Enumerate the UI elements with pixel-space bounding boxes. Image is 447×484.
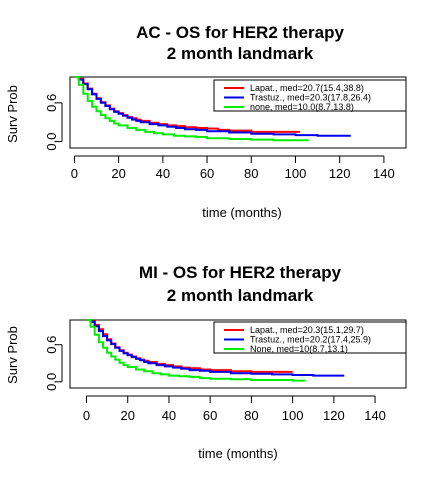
survival-curves [86,319,345,382]
chart-title: AC - OS for HER2 therapy [136,23,344,42]
chart-title: MI - OS for HER2 therapy [139,263,342,282]
legend: Lapat., med=20.3(15.1,29.7)Trastuz., med… [213,321,407,354]
chart-subtitle: 2 month landmark [167,286,314,305]
legend-entry: Trastuz., med=20.2(17.4,25.9) [250,335,371,345]
plot-frame [69,319,407,389]
x-tick-label: 20 [120,408,134,423]
x-tick-label: 40 [156,166,170,181]
y-axis: 0.0 0.6 [44,336,63,391]
x-axis-label: time (months) [198,446,277,461]
y-axis: 0.0 0.6 [44,94,63,151]
x-tick-label: 120 [329,166,351,181]
y-tick-label: 0.0 [44,373,59,391]
x-axis-label: time (months) [202,205,281,220]
y-axis-label: Surv Prob [5,85,20,143]
legend-box [213,79,407,112]
x-tick-label: 0 [71,166,78,181]
y-axis-label: Surv Prob [5,326,20,384]
panel-ac: AC - OS for HER2 therapy 2 month landmar… [5,23,407,220]
legend-entry: Trastuz., med=20.3(17.8,26.4) [250,93,371,103]
x-axis: 0 20 40 60 80 100 120 140 [71,155,395,181]
legend-box [213,321,407,354]
x-tick-label: 20 [111,166,125,181]
survival-curve [74,76,351,137]
chart-subtitle: 2 month landmark [167,44,314,63]
y-tick-label: 0.0 [44,133,59,151]
panel-mi: MI - OS for HER2 therapy 2 month landmar… [5,263,407,461]
x-tick-label: 140 [373,166,395,181]
legend-entry: none, med=10.0(8.7,13.8) [250,102,354,112]
y-tick-label: 0.6 [44,336,59,354]
x-tick-label: 0 [83,408,90,423]
x-tick-label: 40 [162,408,176,423]
y-tick-label: 0.6 [44,94,59,112]
x-tick-label: 60 [200,166,214,181]
legend-entry: None, med=10(8.7,13.1) [250,344,348,354]
legend-entry: Lapat., med=20.3(15.1,29.7) [250,325,364,335]
plot-frame [69,76,407,149]
survival-curve [86,319,305,382]
survival-curve [74,76,309,142]
x-tick-label: 60 [203,408,217,423]
x-tick-label: 80 [244,166,258,181]
x-tick-label: 100 [282,408,304,423]
x-tick-label: 140 [364,408,386,423]
x-tick-label: 120 [323,408,345,423]
x-tick-label: 100 [285,166,307,181]
x-axis: 0 20 40 60 80 100 120 140 [83,395,386,423]
legend-entry: Lapat., med=20.7(15.4,38.8) [250,83,364,93]
x-tick-label: 80 [244,408,258,423]
survival-curve [86,319,345,377]
legend: Lapat., med=20.7(15.4,38.8)Trastuz., med… [213,79,407,112]
survival-curves [74,76,351,142]
